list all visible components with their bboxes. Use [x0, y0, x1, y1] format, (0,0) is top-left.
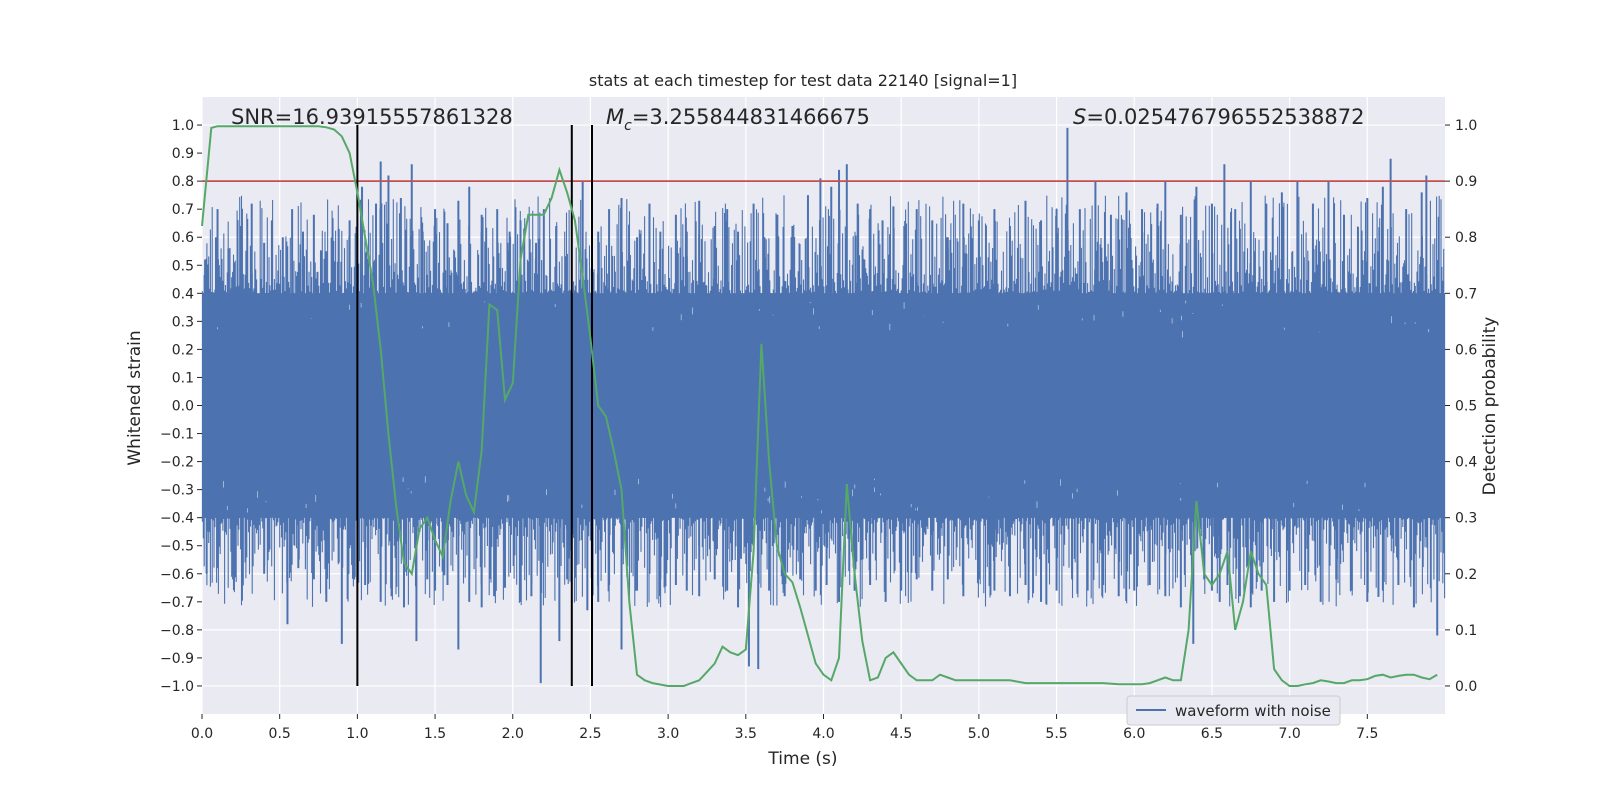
x-tick-label: 3.0 [657, 726, 679, 742]
y-left-axis-ticks: 1.0 0.9 0.8 0.7 0.6 0.5 0.4 0.3 0.2 0.1 0.0 −0.1 −0.… [160, 118, 202, 695]
y-right-tick-label: 1.0 [1455, 118, 1477, 134]
y-right-tick-label: 0.6 [1455, 342, 1477, 358]
y-right-tick-label: 0.0 [1455, 679, 1477, 695]
x-tick-label: 7.0 [1278, 726, 1300, 742]
s-annotation: S=0.025476796552538872 [1073, 105, 1364, 129]
waveform-streaks [217, 300, 1430, 514]
y-left-axis-label: Whitened strain [125, 330, 145, 465]
x-tick-label: 2.0 [502, 726, 524, 742]
x-axis-label: Time (s) [767, 749, 837, 769]
y-left-tick-label: −0.6 [160, 567, 194, 583]
s-value: =0.025476796552538872 [1086, 105, 1364, 129]
y-left-tick-label: 0.6 [172, 230, 194, 246]
chirp-mass-subscript: c [624, 118, 632, 134]
y-left-tick-label: 0.5 [172, 258, 194, 274]
chirp-mass-symbol: M [606, 105, 624, 129]
y-left-tick-label: 1.0 [172, 118, 194, 134]
y-left-tick-label: −1.0 [160, 679, 194, 695]
legend-label: waveform with noise [1175, 702, 1331, 720]
y-right-axis-ticks: 1.0 0.9 0.8 0.7 0.6 0.5 0.4 0.3 0.2 0.1 0.0 [1445, 118, 1477, 695]
x-tick-label: 5.5 [1045, 726, 1067, 742]
s-symbol: S [1073, 105, 1086, 129]
x-tick-label: 6.5 [1201, 726, 1223, 742]
vertical-markers [356, 125, 593, 686]
x-tick-label: 6.0 [1123, 726, 1145, 742]
snr-annotation: SNR=16.93915557861328 [231, 105, 513, 129]
x-tick-label: 3.5 [735, 726, 757, 742]
y-left-tick-label: −0.4 [160, 511, 194, 527]
detection-probability-line [201, 125, 1438, 687]
y-right-tick-label: 0.3 [1455, 511, 1477, 527]
chart-title: stats at each timestep for test data 221… [589, 71, 1017, 90]
y-right-tick-label: 0.5 [1455, 399, 1477, 415]
x-tick-label: 7.5 [1356, 726, 1378, 742]
waveform-series [201, 127, 1446, 684]
y-left-tick-label: −0.8 [160, 623, 194, 639]
y-left-tick-label: 0.3 [172, 314, 194, 330]
x-tick-label: 1.5 [424, 726, 446, 742]
x-tick-label: 4.0 [812, 726, 834, 742]
y-left-tick-label: −0.7 [160, 595, 194, 611]
y-right-tick-label: 0.9 [1455, 174, 1477, 190]
legend-box [1126, 695, 1341, 726]
x-tick-label: 4.5 [890, 726, 912, 742]
y-left-tick-label: 0.7 [172, 202, 194, 218]
y-left-tick-label: 0.9 [172, 146, 194, 162]
x-axis-ticks: 0.0 0.5 1.0 1.5 2.0 2.5 3.0 3.5 4.0 4.5 5.0 5.5 6.0 6… [191, 714, 1378, 742]
y-left-tick-label: −0.9 [160, 651, 194, 667]
y-left-tick-label: 0.0 [172, 399, 194, 415]
x-tick-label: 1.0 [346, 726, 368, 742]
y-left-tick-label: −0.3 [160, 483, 194, 499]
y-left-tick-label: 0.4 [172, 286, 194, 302]
y-right-tick-label: 0.8 [1455, 230, 1477, 246]
y-left-tick-label: 0.1 [172, 370, 194, 386]
y-right-tick-label: 0.1 [1455, 623, 1477, 639]
x-tick-label: 2.5 [579, 726, 601, 742]
chirp-mass-annotation: Mc=3.255844831466675 [606, 105, 870, 134]
y-left-tick-label: 0.8 [172, 174, 194, 190]
x-tick-label: 0.5 [269, 726, 291, 742]
y-right-tick-label: 0.2 [1455, 567, 1477, 583]
waveform-noise [201, 195, 1446, 608]
y-left-tick-label: 0.2 [172, 342, 194, 358]
x-tick-label: 0.0 [191, 726, 213, 742]
y-right-tick-label: 0.4 [1455, 455, 1477, 471]
y-left-tick-label: −0.1 [160, 427, 194, 443]
y-right-axis-label: Detection probability [1480, 317, 1500, 496]
detection-probability-series [201, 125, 1438, 687]
y-right-tick-label: 0.7 [1455, 286, 1477, 302]
x-tick-label: 5.0 [968, 726, 990, 742]
legend: waveform with noise [1126, 695, 1341, 726]
y-left-tick-label: −0.5 [160, 539, 194, 555]
chirp-mass-value: =3.255844831466675 [632, 105, 870, 129]
y-left-tick-label: −0.2 [160, 455, 194, 471]
